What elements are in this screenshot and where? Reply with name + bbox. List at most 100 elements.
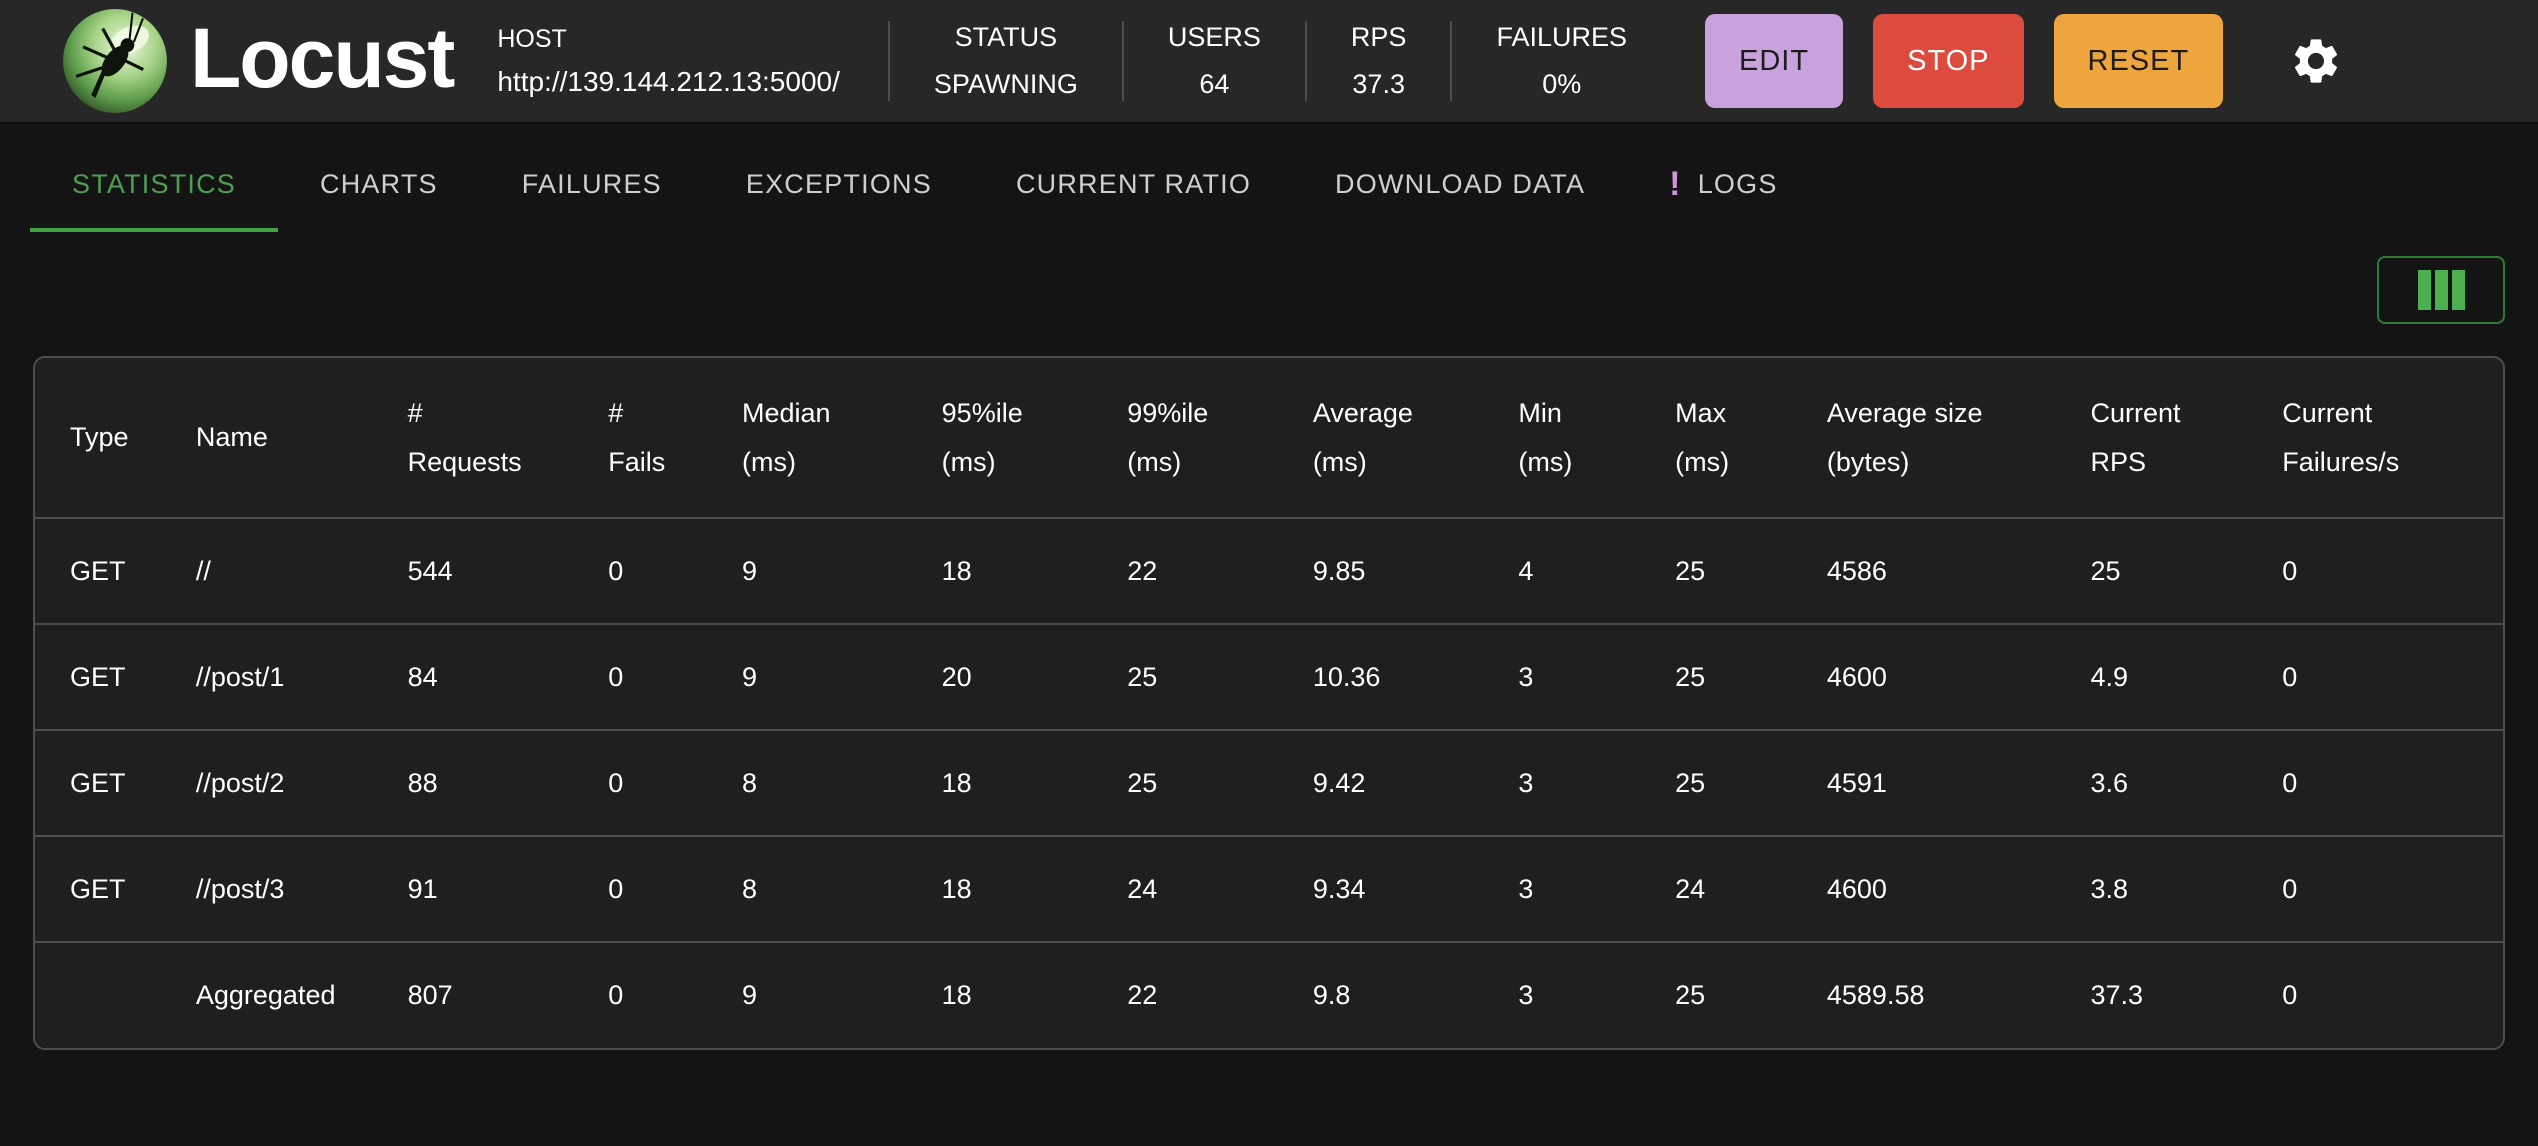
col-95ile[interactable]: 95%ile (ms): [941, 397, 1023, 477]
stop-button[interactable]: STOP: [1873, 14, 2024, 108]
cell-max: 25: [1640, 941, 1792, 1048]
cell-requests: 544: [372, 517, 574, 624]
settings-button[interactable]: [2289, 34, 2343, 88]
cell-max: 25: [1640, 623, 1792, 730]
tab-exceptions[interactable]: EXCEPTIONS: [704, 136, 974, 232]
col-median[interactable]: Median (ms): [742, 397, 831, 477]
col-average[interactable]: Average (ms): [1312, 397, 1413, 477]
col-99ile[interactable]: 99%ile (ms): [1127, 397, 1209, 477]
col-name[interactable]: Name: [195, 422, 268, 453]
cell-median: 8: [707, 835, 907, 942]
stat-failures-label: FAILURES: [1496, 22, 1627, 52]
columns-icon: [2417, 270, 2465, 310]
col-max[interactable]: Max (ms): [1675, 397, 1730, 477]
main-content: Type Name # Requests # Fails Median (ms) 95…: [0, 256, 2538, 1050]
cell-average: 9.8: [1277, 941, 1484, 1048]
table-header-row: Type Name # Requests # Fails Median (ms) 95…: [35, 358, 2503, 518]
tab-current-ratio[interactable]: CURRENT RATIO: [974, 136, 1293, 232]
cell-current-rps: 4.9: [2055, 623, 2248, 730]
locust-logo-icon: [63, 9, 167, 113]
tab-label: CHARTS: [320, 168, 438, 199]
cell-average-size: 4589.58: [1791, 941, 2056, 1048]
cell-fails: 0: [573, 517, 707, 624]
cell-name: //post/3: [160, 835, 373, 942]
divider: [887, 21, 890, 101]
cell-type: GET: [35, 835, 161, 942]
cell-median: 8: [707, 729, 907, 836]
col-fails[interactable]: # Fails: [608, 397, 666, 477]
cell-99ile: 25: [1092, 729, 1278, 836]
cell-fails: 0: [573, 729, 707, 836]
cell-current-failures: 0: [2247, 835, 2503, 942]
tab-failures[interactable]: FAILURES: [480, 136, 704, 232]
cell-min: 3: [1483, 623, 1641, 730]
table-toolbar: [33, 256, 2505, 324]
cell-requests: 88: [372, 729, 574, 836]
cell-type: GET: [35, 729, 161, 836]
action-buttons: EDIT STOP RESET: [1705, 14, 2224, 108]
cell-fails: 0: [573, 623, 707, 730]
cell-average-size: 4600: [1791, 623, 2056, 730]
table-row: GET // 544 0 9 18 22 9.85 4 25 4586 25 0: [35, 517, 2503, 624]
tab-label: FAILURES: [521, 168, 662, 199]
tab-download-data[interactable]: DOWNLOAD DATA: [1293, 136, 1627, 232]
cell-current-rps: 3.8: [2055, 835, 2248, 942]
cell-min: 4: [1483, 517, 1641, 624]
table-row-aggregated: Aggregated 807 0 9 18 22 9.8 3 25 4589.5…: [35, 941, 2503, 1048]
table-row: GET //post/2 88 0 8 18 25 9.42 3 25 4591…: [35, 729, 2503, 836]
cell-95ile: 18: [906, 517, 1093, 624]
tab-bar: STATISTICS CHARTS FAILURES EXCEPTIONS CU…: [0, 124, 2538, 232]
host-label: HOST: [497, 24, 567, 53]
col-min[interactable]: Min (ms): [1518, 397, 1573, 477]
edit-button[interactable]: EDIT: [1705, 14, 1844, 108]
gear-icon: [2295, 39, 2338, 83]
active-tab-underline: [30, 228, 279, 232]
stat-rps-value: 37.3: [1352, 69, 1405, 99]
cell-99ile: 25: [1092, 623, 1278, 730]
reset-button[interactable]: RESET: [2053, 14, 2224, 108]
cell-average-size: 4600: [1791, 835, 2056, 942]
cell-current-rps: 37.3: [2055, 941, 2248, 1048]
cell-max: 24: [1640, 835, 1792, 942]
cell-median: 9: [707, 941, 907, 1048]
cell-name: //post/1: [160, 623, 373, 730]
cell-current-rps: 25: [2055, 517, 2248, 624]
cell-max: 25: [1640, 517, 1792, 624]
table-row: GET //post/3 91 0 8 18 24 9.34 3 24 4600…: [35, 835, 2503, 942]
cell-current-failures: 0: [2247, 517, 2503, 624]
col-average-size[interactable]: Average size (bytes): [1826, 397, 1983, 477]
cell-name: //: [160, 517, 373, 624]
cell-95ile: 18: [906, 941, 1093, 1048]
cell-type: GET: [35, 623, 161, 730]
column-selector-button[interactable]: [2377, 256, 2505, 324]
tab-statistics[interactable]: STATISTICS: [30, 136, 279, 232]
col-current-failures[interactable]: Current Failures/s: [2282, 397, 2400, 477]
cell-median: 9: [707, 623, 907, 730]
cell-average: 10.36: [1277, 623, 1484, 730]
cell-median: 9: [707, 517, 907, 624]
cell-requests: 84: [372, 623, 574, 730]
stat-users-value: 64: [1199, 69, 1230, 99]
host-block: HOST http://139.144.212.13:5000/: [497, 25, 840, 98]
stat-status-value: SPAWNING: [933, 69, 1078, 99]
col-type[interactable]: Type: [70, 422, 129, 453]
cell-95ile: 18: [906, 729, 1093, 836]
tab-logs[interactable]: ! LOGS: [1627, 136, 1819, 232]
tab-label: STATISTICS: [72, 168, 237, 199]
tab-label: DOWNLOAD DATA: [1335, 168, 1586, 199]
col-current-rps[interactable]: Current RPS: [2090, 397, 2181, 477]
app-title: Locust: [190, 11, 455, 105]
tab-charts[interactable]: CHARTS: [278, 136, 480, 232]
cell-99ile: 22: [1092, 941, 1278, 1048]
tab-label: LOGS: [1697, 168, 1778, 199]
divider: [1121, 21, 1124, 101]
divider: [1450, 21, 1453, 101]
table-row: GET //post/1 84 0 9 20 25 10.36 3 25 460…: [35, 623, 2503, 730]
host-url: http://139.144.212.13:5000/: [497, 65, 840, 97]
col-requests[interactable]: # Requests: [407, 397, 522, 477]
tab-label: CURRENT RATIO: [1015, 168, 1252, 199]
cell-min: 3: [1483, 729, 1641, 836]
cell-average: 9.42: [1277, 729, 1484, 836]
divider: [1304, 21, 1307, 101]
stat-failures: FAILURES 0%: [1452, 22, 1671, 100]
